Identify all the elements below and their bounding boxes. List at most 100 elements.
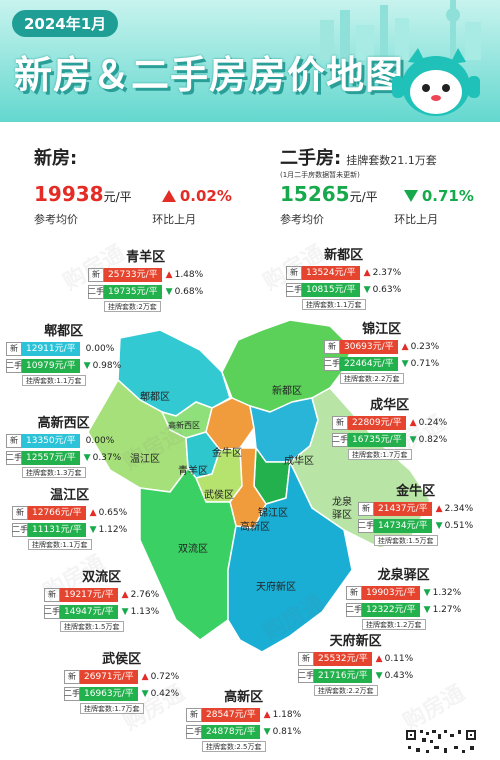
listing-count: 挂牌套数:2.5万套 — [202, 741, 266, 752]
summary-second-price: 15265 — [280, 182, 350, 206]
district-card-gaoxin[interactable]: 高新区新 28547元/平 ▲ 1.18% 二手 24878元/平 ▼ 0.81% 挂牌套数:2… — [186, 686, 301, 752]
map-label-jinniu: 金牛区 — [212, 448, 242, 459]
map-label-gaoxinxi: 高新西区 — [168, 421, 200, 430]
second-hand-row-tag: 二手 — [6, 358, 22, 373]
second-hand-row: 二手 12557元/平 ▼ 0.37% — [6, 450, 121, 465]
second-hand-row-change: 0.37% — [92, 452, 122, 463]
summary-new-price-note: 参考均价 — [34, 213, 78, 226]
second-hand-row-tag: 二手 — [332, 432, 348, 447]
district-name: 成华区 — [370, 398, 410, 413]
district-card-tianfuxin[interactable]: 天府新区新 25532元/平 ▲ 0.11% 二手 21716元/平 ▼ 0.43% 挂牌套数:… — [298, 630, 413, 696]
new-house-row-price: 25733元/平 — [104, 267, 162, 282]
new-house-row-price: 28547元/平 — [202, 707, 260, 722]
second-hand-row-change: 1.27% — [432, 604, 462, 615]
second-hand-row-tag: 二手 — [12, 522, 28, 537]
second-hand-row: 二手 24878元/平 ▼ 0.81% — [186, 724, 301, 739]
district-card-xindu[interactable]: 新都区新 13524元/平 ▲ 2.37% 二手 10815元/平 ▼ 0.63% 挂牌套数:1… — [286, 244, 401, 310]
down-arrow-icon: ▼ — [363, 284, 371, 295]
up-arrow-icon: ▲ — [165, 269, 173, 280]
district-card-wenjiang[interactable]: 温江区新 12766元/平 ▲ 0.65% 二手 11131元/平 ▼ 1.12% 挂牌套数:1… — [12, 484, 127, 550]
summary-second-label: 二手房: — [280, 148, 342, 169]
second-hand-row-tag: 二手 — [64, 686, 80, 701]
district-name: 龙泉驿区 — [377, 568, 430, 583]
new-house-row-change: 0.11% — [384, 653, 414, 664]
district-card-gaoxinxi[interactable]: 高新西区新 13350元/平 0.00% 二手 12557元/平 ▼ 0.37% 挂牌套数:1… — [6, 412, 121, 478]
second-hand-row-price: 19735元/平 — [104, 284, 162, 299]
district-card-chenghua[interactable]: 成华区新 22809元/平 ▲ 0.24% 二手 16735元/平 ▼ 0.82% 挂牌套数:1… — [332, 394, 447, 460]
new-house-row-tag: 新 — [64, 669, 80, 684]
map-label-gaoxin: 高新区 — [240, 522, 270, 533]
listing-count: 挂牌套数:1.1万套 — [302, 299, 366, 310]
second-hand-row-price: 16735元/平 — [348, 432, 406, 447]
new-house-row-tag: 新 — [346, 585, 362, 600]
summary-new: 新房: 19938元/平 0.02% 参考均价 环比上月 — [34, 144, 232, 227]
new-house-row-change: 1.32% — [432, 587, 462, 598]
listing-count: 挂牌套数:1.3万套 — [22, 467, 86, 478]
district-card-pidu[interactable]: 郫都区新 12911元/平 0.00% 二手 10979元/平 ▼ 0.98% 挂牌套数:1.… — [6, 320, 121, 386]
new-house-row: 新 19217元/平 ▲ 2.76% — [44, 587, 159, 602]
second-hand-row-price: 10815元/平 — [302, 282, 360, 297]
district-card-jinjiang[interactable]: 锦江区新 30693元/平 ▲ 0.23% 二手 22464元/平 ▼ 0.71% 挂牌套数:2… — [324, 318, 439, 384]
skyline-decoration — [320, 0, 481, 60]
new-house-row-tag: 新 — [6, 433, 22, 448]
second-hand-row: 二手 10815元/平 ▼ 0.63% — [286, 282, 401, 297]
new-house-row: 新 25733元/平 ▲ 1.48% — [88, 267, 203, 282]
second-hand-row-price: 11131元/平 — [28, 522, 86, 537]
new-house-row-tag: 新 — [186, 707, 202, 722]
map-region-tianfu[interactable] — [227, 461, 353, 653]
listing-count: 挂牌套数:1.5万套 — [374, 535, 438, 546]
down-arrow-icon: ▼ — [121, 606, 129, 617]
qr-code-icon[interactable] — [404, 728, 480, 760]
map-label-shuangliu: 双流区 — [178, 544, 208, 555]
up-arrow-icon: ▲ — [121, 589, 129, 600]
second-hand-row-tag: 二手 — [286, 282, 302, 297]
new-house-row-tag: 新 — [358, 501, 374, 516]
district-card-shuangliu[interactable]: 双流区新 19217元/平 ▲ 2.76% 二手 14947元/平 ▼ 1.13% 挂牌套数:1… — [44, 566, 159, 632]
down-arrow-icon: ▼ — [141, 688, 149, 699]
district-card-wuhou[interactable]: 武侯区新 26971元/平 ▲ 0.72% 二手 16963元/平 ▼ 0.42% 挂牌套数:1… — [64, 648, 179, 714]
new-house-row-change: 0.23% — [410, 341, 440, 352]
district-name: 天府新区 — [329, 634, 382, 649]
district-name: 郫都区 — [44, 324, 84, 339]
summary-second-unit: 元/平 — [349, 190, 378, 204]
second-hand-row-tag: 二手 — [346, 602, 362, 617]
new-house-row-price: 19903元/平 — [362, 585, 420, 600]
listing-count: 挂牌套数:1.1万套 — [28, 539, 92, 550]
new-house-row: 新 26971元/平 ▲ 0.72% — [64, 669, 179, 684]
map-label-chenghua: 成华区 — [284, 456, 314, 467]
up-arrow-icon: ▲ — [89, 507, 97, 518]
down-arrow-icon: ▼ — [423, 587, 431, 598]
new-house-row: 新 30693元/平 ▲ 0.23% — [324, 339, 439, 354]
second-hand-row-price: 14734元/平 — [374, 518, 432, 533]
map-label-longquanyi: 龙泉 驿区 — [332, 497, 352, 521]
second-hand-row-change: 0.43% — [384, 670, 414, 681]
district-card-longquanyi[interactable]: 龙泉驿区新 19903元/平 ▼ 1.32% 二手 12322元/平 ▼ 1.27% 挂牌套数:… — [346, 564, 461, 630]
listing-count: 挂牌套数:2.2万套 — [314, 685, 378, 696]
down-arrow-icon: ▼ — [435, 520, 443, 531]
district-card-qingyang[interactable]: 青羊区新 25733元/平 ▲ 1.48% 二手 19735元/平 ▼ 0.68% 挂牌套数:2… — [88, 246, 203, 312]
second-hand-row-tag: 二手 — [358, 518, 374, 533]
up-arrow-icon: ▲ — [141, 671, 149, 682]
second-hand-row-change: 0.81% — [272, 726, 302, 737]
down-arrow-icon: ▼ — [89, 524, 97, 535]
second-hand-row-price: 14947元/平 — [60, 604, 118, 619]
listing-count: 挂牌套数:1.5万套 — [60, 621, 124, 632]
second-hand-row-change: 0.42% — [150, 688, 180, 699]
new-house-row-change: 0.72% — [150, 671, 180, 682]
second-hand-row-price: 24878元/平 — [202, 724, 260, 739]
second-hand-row-price: 10979元/平 — [22, 358, 80, 373]
second-hand-row-change: 0.82% — [418, 434, 448, 445]
new-house-row: 新 28547元/平 ▲ 1.18% — [186, 707, 301, 722]
down-arrow-icon — [403, 190, 418, 202]
down-arrow-icon: ▼ — [263, 726, 271, 737]
second-hand-row-change: 0.71% — [410, 358, 440, 369]
second-hand-row-tag: 二手 — [298, 668, 314, 683]
second-hand-row: 二手 12322元/平 ▼ 1.27% — [346, 602, 461, 617]
new-house-row: 新 21437元/平 ▲ 2.34% — [358, 501, 473, 516]
new-house-row-change: 0.24% — [418, 417, 448, 428]
district-card-jinniu[interactable]: 金牛区新 21437元/平 ▲ 2.34% 二手 14734元/平 ▼ 0.51% 挂牌套数:1… — [358, 480, 473, 546]
down-arrow-icon: ▼ — [401, 358, 409, 369]
new-house-row-change: 1.18% — [272, 709, 302, 720]
summary-second-price-note: 参考均价 — [280, 213, 324, 226]
second-hand-row: 二手 16963元/平 ▼ 0.42% — [64, 686, 179, 701]
